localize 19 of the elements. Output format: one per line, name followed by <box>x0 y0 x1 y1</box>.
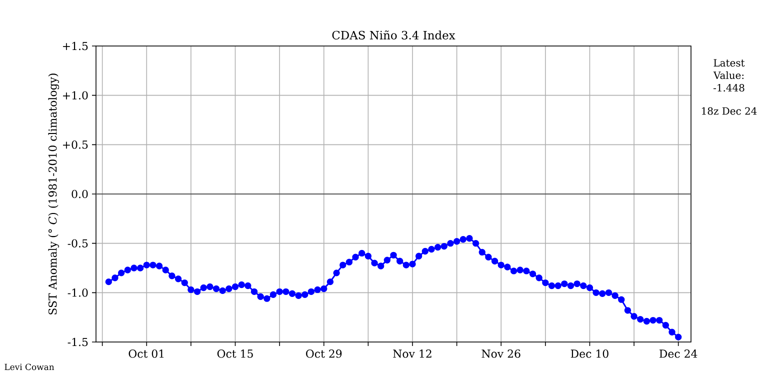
x-tick-label: Nov 12 <box>393 350 432 358</box>
y-tick-label: -1.0 <box>68 288 88 297</box>
y-tick-label: -0.5 <box>68 239 88 248</box>
chart-title: CDAS Niño 3.4 Index <box>332 30 456 40</box>
x-tick-label: Nov 26 <box>482 350 520 358</box>
x-tick-label: Oct 29 <box>306 350 342 358</box>
text: 18z Dec 24 <box>702 107 757 115</box>
y-axis-title: SST Anomaly (° C) (1981-2010 climatology) <box>48 74 60 314</box>
y-tick-label: 0.0 <box>72 190 88 198</box>
y-tick-label: +0.5 <box>63 140 88 149</box>
x-tick-label: Dec 24 <box>660 350 698 358</box>
y-tick-label: +1.5 <box>63 42 88 50</box>
x-tick-label: Dec 10 <box>570 350 608 358</box>
x-tick-label: Oct 01 <box>128 350 164 358</box>
y-tick-label: -1.5 <box>68 338 88 346</box>
x-tick-label: Oct 15 <box>217 350 253 358</box>
text: Latest Value: -1.448 <box>713 59 745 92</box>
text: Levi Cowan <box>4 364 54 370</box>
y-tick-label: +1.0 <box>63 91 88 100</box>
